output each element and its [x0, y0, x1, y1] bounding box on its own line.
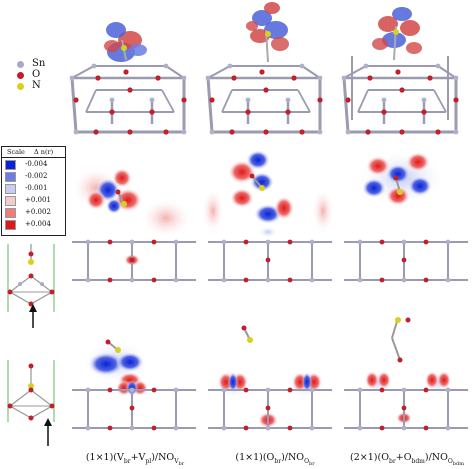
- structure-panel-3: [340, 7, 461, 137]
- density-map-row3-panel3: [338, 308, 470, 448]
- sn-atom-icon: [17, 60, 24, 68]
- structure-panel-2: [204, 2, 325, 137]
- swatch: [5, 171, 16, 182]
- scale-title: Scale: [7, 148, 25, 156]
- density-map-row2-panel1: [66, 148, 198, 288]
- density-map-row2-panel3: [338, 148, 470, 288]
- side-schematic-bottom: [7, 360, 55, 446]
- scale-entry: +0.002: [5, 207, 51, 218]
- caption-panel-3: (2×1)(Obr+Obdm)/NOObdm: [350, 452, 464, 468]
- scale-entry: -0.002: [5, 171, 47, 182]
- structure-row: [68, 2, 461, 137]
- scale-entry: -0.004: [5, 159, 47, 170]
- charge-lobes: [104, 22, 147, 62]
- atom-legend-sn: Sn: [4, 58, 45, 70]
- density-map-row3-panel2: [202, 308, 334, 448]
- n-atom-icon: [17, 82, 24, 90]
- atom-label-o: O: [32, 69, 41, 80]
- atom-legend-o: O: [4, 69, 40, 81]
- scale-legend: Scale Δ n(r) -0.004 -0.002 -0.001 +0.001…: [1, 146, 66, 236]
- density-maps: [66, 148, 470, 448]
- atom-label-sn: Sn: [32, 58, 46, 69]
- scale-quantity: Δ n(r): [34, 148, 54, 156]
- scale-entry: +0.004: [5, 219, 51, 230]
- swatch: [5, 159, 16, 170]
- swatch: [5, 183, 16, 194]
- side-schematic-top: [7, 244, 55, 328]
- atom-legend-n: N: [4, 80, 41, 92]
- density-map-row2-panel2: [202, 148, 334, 288]
- density-map-row3-panel1: [66, 308, 198, 448]
- caption-panel-2: (1×1)(Obr)/NOObr: [235, 452, 315, 468]
- scale-legend-header: Scale Δ n(r): [2, 147, 65, 158]
- swatch: [5, 195, 16, 206]
- o-atom-icon: [17, 71, 24, 79]
- caption-panel-1: (1×1)(Vbr+Vpl)/NOVbr: [85, 452, 185, 468]
- atom-legend: Sn O N: [4, 58, 64, 102]
- swatch: [5, 207, 16, 218]
- swatch: [5, 219, 16, 230]
- structure-panel-1: [68, 22, 189, 137]
- scale-entry: +0.001: [5, 195, 51, 206]
- atom-label-n: N: [32, 80, 41, 91]
- scale-entry: -0.001: [5, 183, 47, 194]
